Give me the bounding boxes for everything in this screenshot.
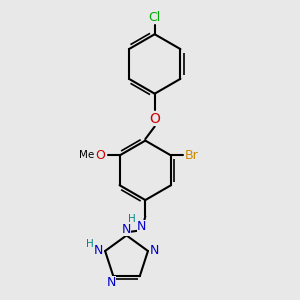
Text: N: N [136, 220, 146, 233]
Text: Cl: Cl [148, 11, 161, 25]
Text: N: N [107, 276, 116, 289]
Text: Me: Me [79, 151, 94, 160]
Text: H: H [128, 214, 136, 224]
Text: N: N [150, 244, 160, 257]
Text: N: N [94, 244, 103, 257]
Text: O: O [149, 112, 160, 126]
Text: N: N [122, 223, 131, 236]
Text: H: H [85, 239, 93, 249]
Text: O: O [95, 149, 105, 162]
Text: Br: Br [184, 149, 198, 162]
